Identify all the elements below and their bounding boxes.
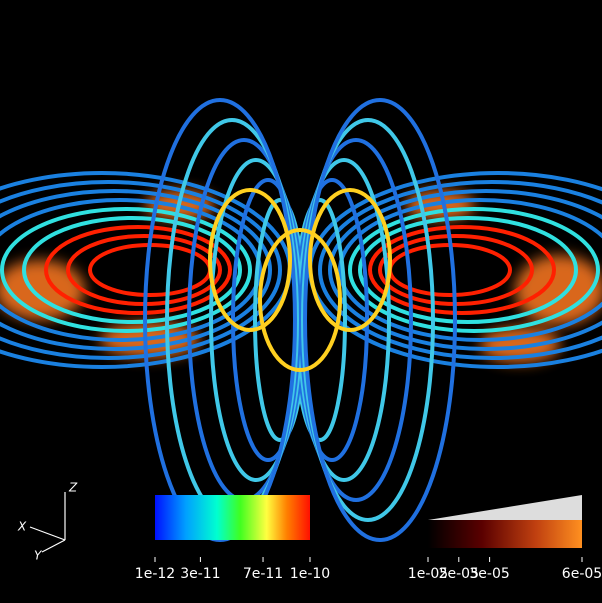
color-bar [155,495,310,540]
tick-label: 6e-05 [562,566,602,582]
render-view: Z X Y 1e-123e-117e-111e-101e-052e-053e-0… [0,0,602,603]
tick-label: 7e-11 [243,566,283,582]
tick-label: 1e-10 [290,566,330,582]
z-label: Z [68,481,78,495]
x-label: X [17,520,27,534]
tick-label: 3e-11 [180,566,220,582]
tick-label: 1e-12 [135,566,175,582]
opacity-color-bar [428,520,582,548]
tick-label: 3e-05 [469,566,509,582]
